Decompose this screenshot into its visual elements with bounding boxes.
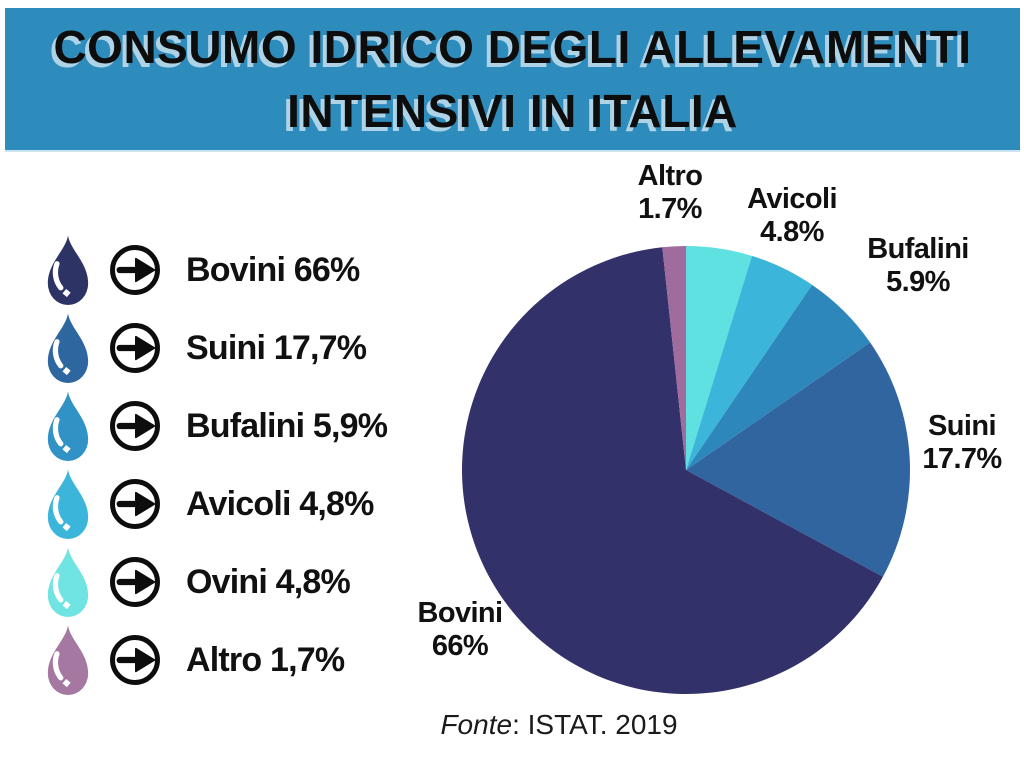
- pie-callout-bovini: Bovini 66%: [417, 597, 503, 663]
- legend-item-bufalini: Bufalini 5,9%: [44, 387, 388, 465]
- title-banner: CONSUMO IDRICO DEGLI ALLEVAMENTI INTENSI…: [5, 8, 1020, 152]
- pie-callout-value: 4.8%: [760, 216, 824, 248]
- pie-slice-bufalini: [686, 284, 871, 470]
- arrow-right-circle-icon: [110, 323, 160, 373]
- water-drop-icon: [47, 235, 89, 306]
- pie-chart: [462, 246, 911, 694]
- water-drop-icon: [47, 469, 89, 540]
- pie-callout-bufalini: Bufalini 5.9%: [867, 233, 969, 299]
- legend-item-label: Avicoli 4,8%: [186, 484, 374, 523]
- legend-item-label: Ovini 4,8%: [186, 562, 351, 601]
- legend-item-bovini: Bovini 66%: [44, 231, 387, 309]
- water-drop-icon: [47, 547, 89, 618]
- water-drop-icon: [47, 625, 89, 696]
- legend-item-altro: Altro 1,7%: [44, 621, 387, 699]
- pie-callout-value: 17.7%: [922, 443, 1002, 475]
- arrow-right-circle-icon: [110, 635, 160, 685]
- legend-item-label: Suini 17,7%: [186, 328, 367, 367]
- pie-callout-name: Bovini: [417, 597, 503, 629]
- legend-item-avicoli: Avicoli 4,8%: [44, 465, 387, 543]
- pie-callout-name: Altro: [637, 160, 703, 192]
- pie-callout-suini: Suini 17.7%: [922, 410, 1002, 476]
- page-title-line-1: CONSUMO IDRICO DEGLI ALLEVAMENTI: [53, 21, 972, 73]
- legend-item-ovini: Ovini 4,8%: [44, 543, 387, 621]
- pie-callout-name: Suini: [928, 410, 996, 442]
- legend-item-label: Bufalini 5,9%: [186, 406, 388, 445]
- pie-slice-altro: [662, 246, 686, 470]
- legend-item-label: Bovini 66%: [186, 250, 360, 289]
- pie-slice-bovini: [462, 247, 883, 694]
- source-label-italic: Fonte: [440, 709, 513, 740]
- legend-item-label: Altro 1,7%: [186, 640, 345, 679]
- pie-callout-value: 66%: [431, 630, 489, 662]
- pie-callout-name: Avicoli: [747, 183, 837, 215]
- arrow-right-circle-icon: [110, 557, 160, 607]
- pie-slice-ovini: [686, 246, 752, 470]
- pie-callout-name: Bufalini: [867, 233, 969, 265]
- source-label-rest: : ISTAT. 2019: [512, 709, 678, 740]
- pie-callout-avicoli: Avicoli 4.8%: [747, 183, 837, 249]
- legend-item-suini: Suini 17,7%: [44, 309, 387, 387]
- pie-slice-suini: [686, 342, 911, 577]
- water-drop-icon: [47, 313, 89, 384]
- water-drop-icon: [47, 391, 89, 462]
- arrow-right-circle-icon: [110, 245, 160, 295]
- pie-slice-avicoli: [686, 255, 813, 470]
- arrow-right-circle-icon: [110, 479, 160, 529]
- source-note: Fonte: ISTAT. 2019: [440, 709, 677, 741]
- pie-callout-value: 1.7%: [638, 193, 702, 225]
- pie-callout-altro: Altro 1.7%: [638, 160, 703, 226]
- legend: Bovini 66% Suini 17,7% Bufalini 5,9%: [44, 231, 388, 699]
- arrow-right-circle-icon: [110, 401, 160, 451]
- pie-callout-value: 5.9%: [886, 266, 950, 298]
- page-title-line-2: INTENSIVI IN ITALIA: [287, 85, 738, 137]
